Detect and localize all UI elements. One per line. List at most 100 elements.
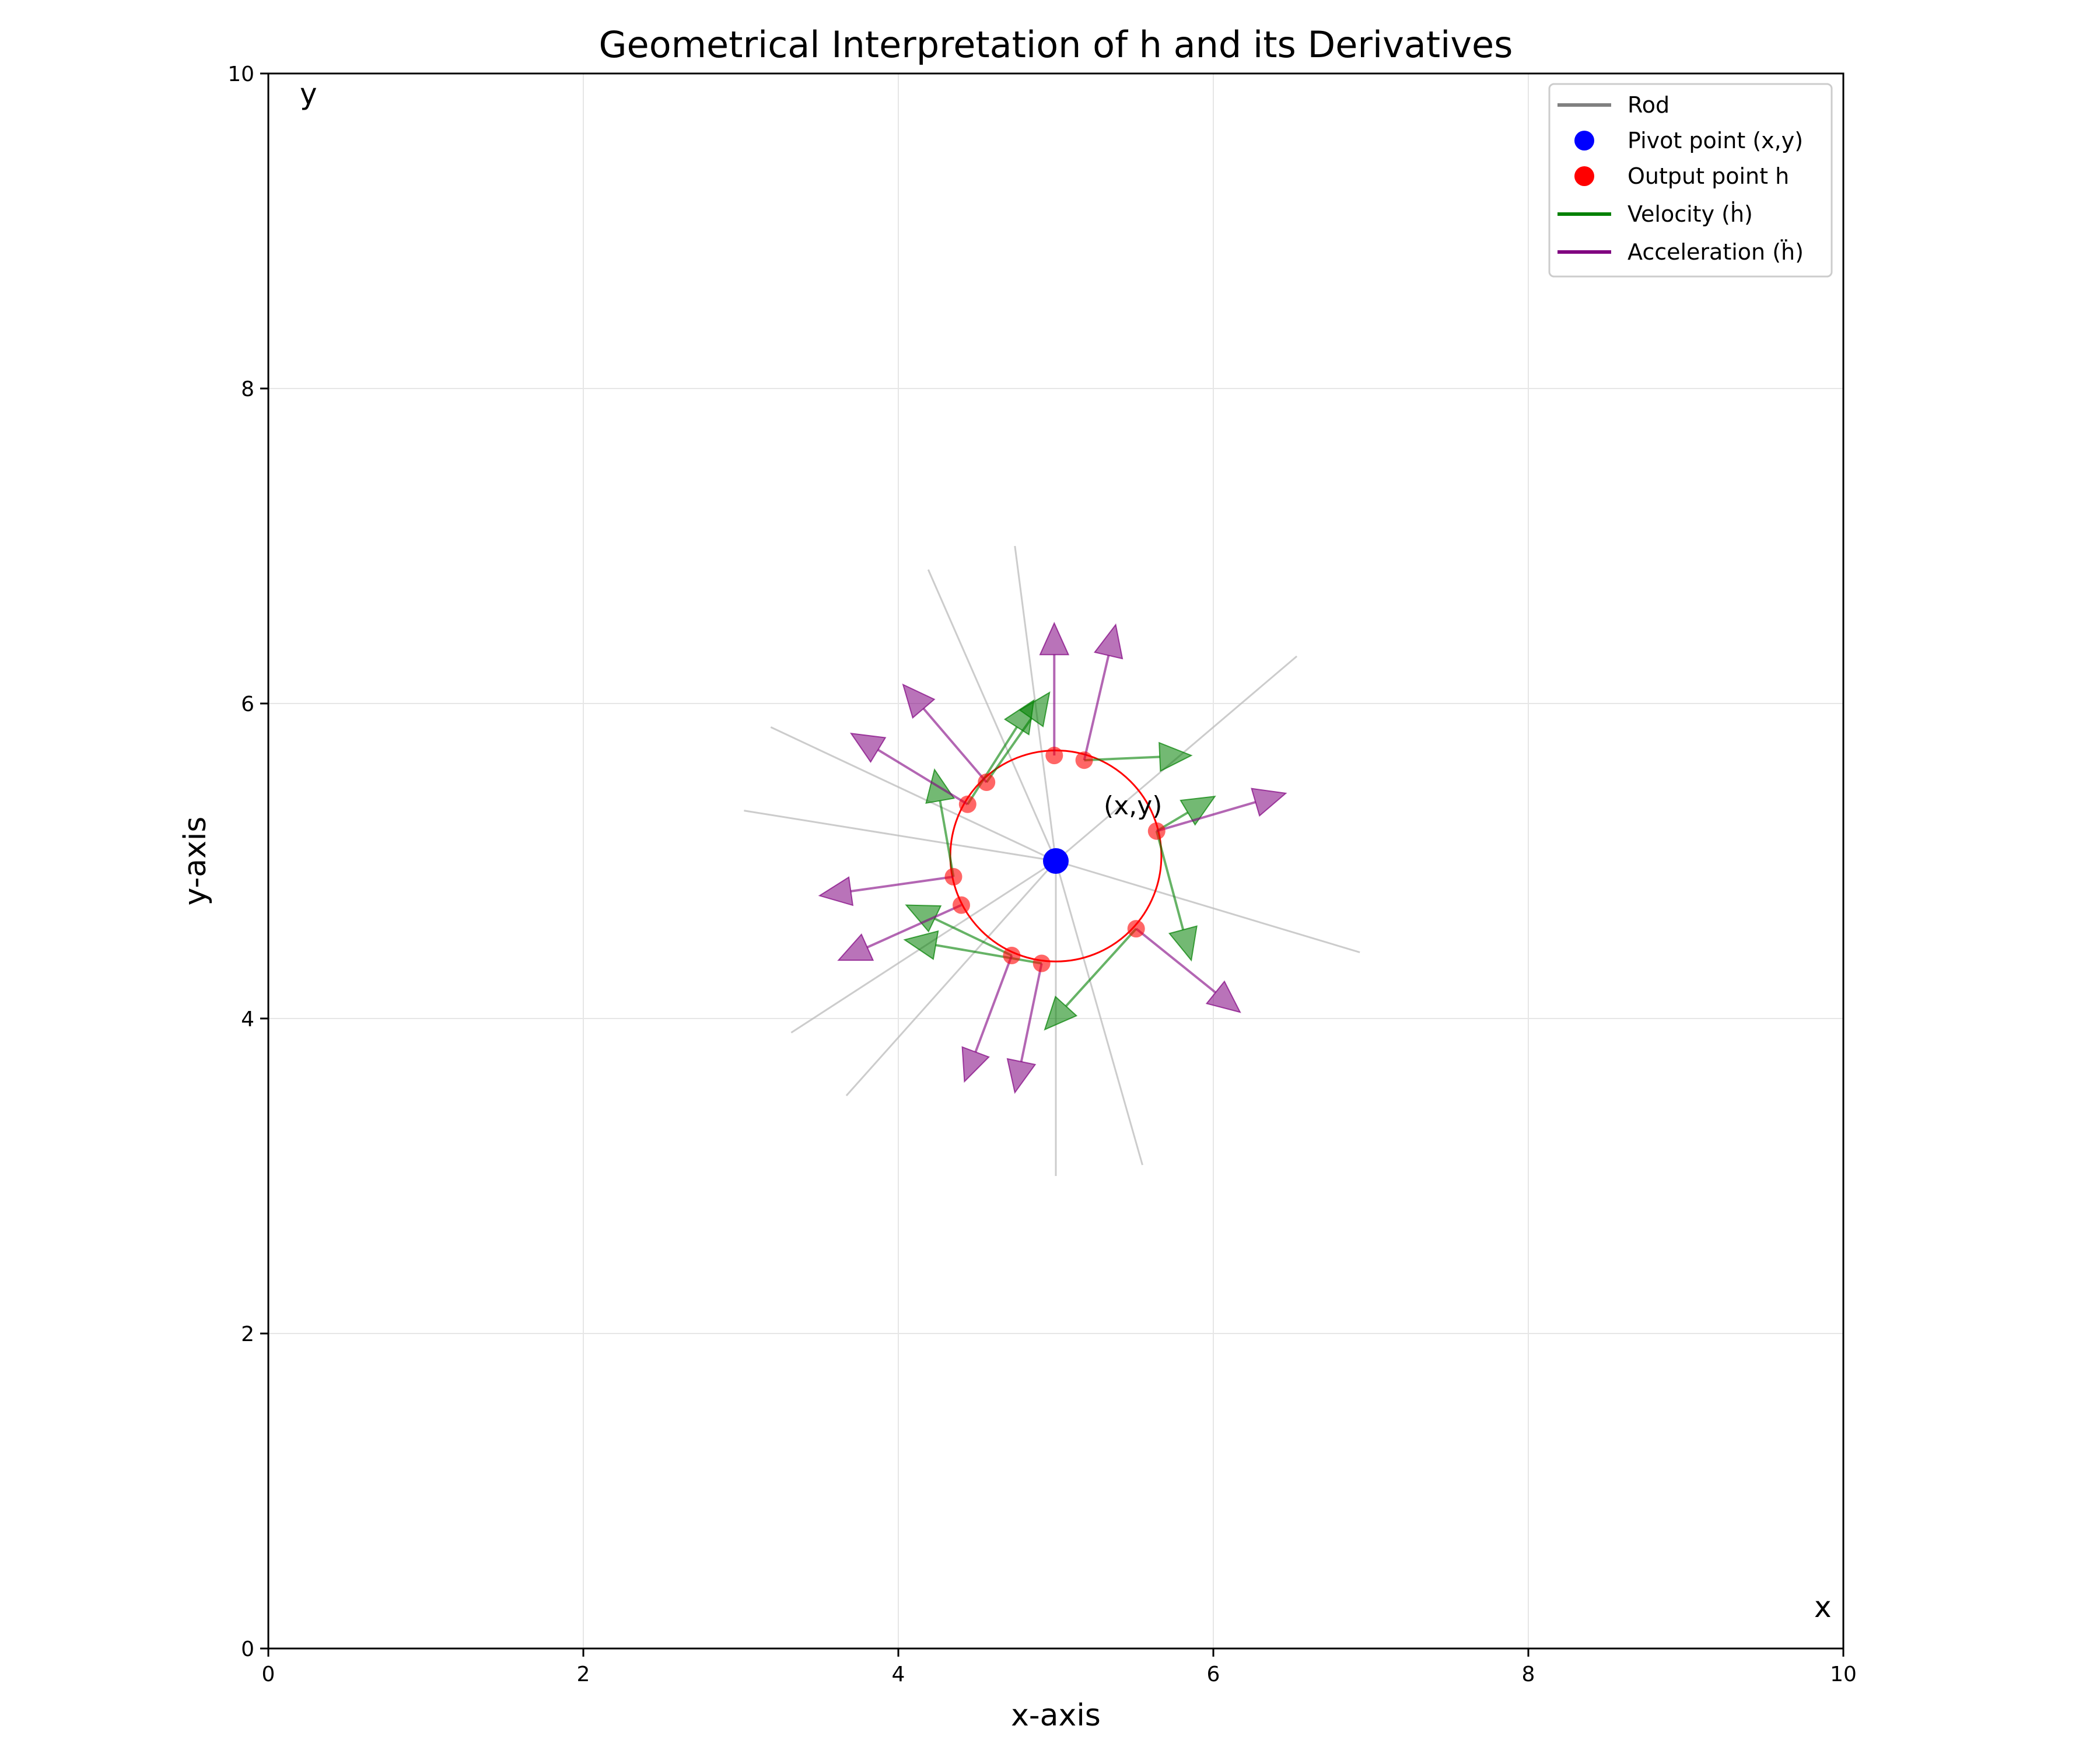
acceleration-arrow-shaft <box>866 904 962 949</box>
acceleration-arrow-head <box>837 933 874 961</box>
x-tick-label: 2 <box>577 1662 590 1686</box>
acceleration-arrow-head <box>1006 1058 1037 1094</box>
acceleration-arrow-head <box>818 876 854 907</box>
output-point <box>1075 751 1093 769</box>
x-tick-label: 4 <box>892 1662 905 1686</box>
velocity-arrow <box>967 699 1035 805</box>
output-point <box>944 868 963 886</box>
corner-label-x: x <box>1814 1590 1832 1624</box>
legend-rod-label: Rod <box>1628 92 1670 118</box>
acceleration-arrow-shaft <box>877 748 968 806</box>
output-point <box>1127 920 1145 938</box>
grid <box>268 73 1844 1649</box>
velocity-arrow <box>1155 831 1198 962</box>
velocity-arrow-shaft <box>1084 755 1160 762</box>
velocity-arrow-shaft <box>967 726 1018 805</box>
pivot-point <box>1043 848 1069 874</box>
output-point <box>1032 954 1051 972</box>
velocity-arrows <box>903 691 1216 1031</box>
acceleration-arrow <box>837 904 962 961</box>
pivot-annotation: (x,y) <box>1104 791 1162 821</box>
output-point <box>1003 947 1021 964</box>
acceleration-arrow <box>818 876 954 907</box>
acceleration-arrows <box>818 621 1287 1094</box>
legend-output-label: Output point h <box>1628 163 1789 189</box>
legend: Rod Pivot point (x,y) Output point h Vel… <box>1548 83 1833 278</box>
y-tick-label: 10 <box>228 62 254 86</box>
velocity-arrow-head <box>1180 796 1216 826</box>
acceleration-arrow-shaft <box>922 708 988 783</box>
rod-line <box>927 569 1057 862</box>
chart-title: Geometrical Interpretation of h and its … <box>599 23 1513 66</box>
output-point <box>1045 747 1063 765</box>
rod-line <box>1055 860 1360 954</box>
plot-frame <box>267 72 1845 1650</box>
output-points <box>944 747 1166 972</box>
legend-pivot-swatch <box>1574 131 1594 150</box>
acceleration-arrow-shaft <box>974 955 1013 1053</box>
acceleration-arrow-head <box>902 683 936 719</box>
legend-velocity-label: Velocity (ḣ) <box>1628 201 1753 227</box>
legend-output-swatch <box>1574 166 1594 186</box>
pivot-layer: (x,y) <box>1043 791 1162 874</box>
acceleration-arrow-head <box>849 733 887 763</box>
legend-box <box>1548 83 1833 278</box>
corner-label-y: y <box>300 77 317 111</box>
velocity-arrow <box>903 930 1042 965</box>
acceleration-arrow-head <box>961 1046 990 1083</box>
acceleration-arrow <box>902 683 988 783</box>
velocity-arrow-shaft <box>1155 831 1185 930</box>
x-tick-label: 10 <box>1830 1662 1857 1686</box>
acceleration-arrow <box>1135 928 1241 1013</box>
output-point <box>978 774 996 791</box>
output-point <box>958 795 977 813</box>
x-tick-label: 6 <box>1207 1662 1220 1686</box>
acceleration-arrow-head <box>1039 621 1070 656</box>
acceleration-arrow <box>1156 788 1287 832</box>
velocity-arrow <box>1084 741 1193 772</box>
acceleration-arrow-shaft <box>1083 655 1110 761</box>
output-point <box>953 896 970 914</box>
y-tick-label: 8 <box>241 377 254 401</box>
velocity-arrow-head <box>1168 925 1198 962</box>
x-tick-label: 8 <box>1522 1662 1535 1686</box>
acceleration-arrow <box>1006 963 1043 1094</box>
acceleration-arrow-head <box>1205 980 1241 1013</box>
velocity-arrow <box>1044 928 1138 1031</box>
x-tick-label: 0 <box>262 1662 275 1686</box>
rod-line <box>1055 860 1143 1166</box>
output-point <box>1147 822 1166 840</box>
y-tick-label: 6 <box>241 692 254 716</box>
velocity-arrow-head <box>905 904 942 933</box>
velocity-arrow-head <box>1044 995 1078 1031</box>
acceleration-arrow <box>849 733 968 806</box>
acceleration-arrow-shaft <box>1135 928 1217 993</box>
acceleration-arrow <box>961 955 1013 1083</box>
y-tick-label: 4 <box>241 1007 254 1031</box>
acceleration-arrow-shaft <box>1156 801 1256 832</box>
x-axis-label: x-axis <box>1011 1698 1101 1733</box>
rod-line <box>770 726 1056 862</box>
velocity-arrow-head <box>1003 699 1035 736</box>
y-axis-label: y-axis <box>178 817 213 906</box>
velocity-arrow-shaft <box>1065 928 1138 1007</box>
acceleration-arrow-head <box>1251 788 1287 817</box>
legend-acceleration-label: Acceleration (ḧ) <box>1628 239 1804 265</box>
velocity-arrow <box>905 904 1013 957</box>
acceleration-arrow-head <box>1093 623 1124 660</box>
legend-pivot-label: Pivot point (x,y) <box>1628 128 1803 153</box>
velocity-arrow-shaft <box>939 800 955 877</box>
velocity-arrow-shaft <box>935 944 1042 965</box>
y-tick-label: 2 <box>241 1322 254 1346</box>
acceleration-arrow-shaft <box>850 876 954 892</box>
velocity-arrow-head <box>1158 741 1193 772</box>
acceleration-arrow <box>1083 623 1124 761</box>
axis-ticks: 0 2 4 6 8 10 0 2 4 6 8 10 <box>228 62 1857 1686</box>
velocity-arrow-head <box>903 930 939 960</box>
acceleration-arrow <box>1039 621 1070 756</box>
acceleration-arrow-shaft <box>1020 963 1043 1062</box>
y-tick-label: 0 <box>241 1637 254 1661</box>
rod-line <box>744 810 1056 862</box>
